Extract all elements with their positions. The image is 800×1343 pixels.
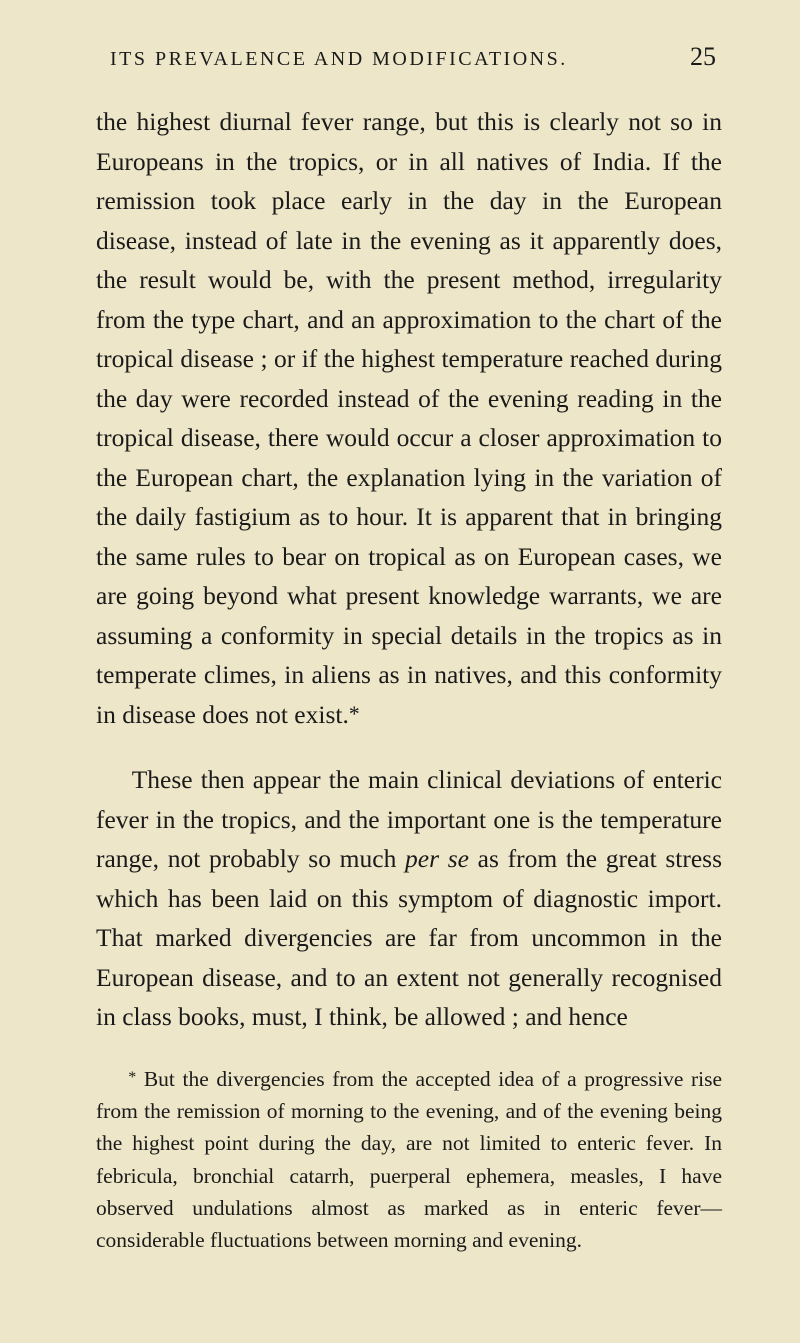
running-title: ITS PREVALENCE AND MODIFICATIONS. (110, 48, 568, 71)
footnote-text: But the divergencies from the accepted i… (96, 1067, 722, 1252)
paragraph-2: These then appear the main clinical devi… (96, 760, 722, 1037)
paragraph-2-italic: per se (405, 844, 469, 873)
book-page: ITS PREVALENCE AND MODIFICATIONS. 25 the… (0, 0, 800, 1343)
paragraph-1-text: the highest diurnal fever range, but thi… (96, 107, 722, 729)
footnote: * But the divergencies from the accepted… (96, 1063, 722, 1257)
page-number: 25 (690, 42, 716, 72)
body-text-block: the highest diurnal fever range, but thi… (96, 102, 722, 1037)
paragraph-1: the highest diurnal fever range, but thi… (96, 102, 722, 734)
paragraph-gap (96, 734, 722, 760)
page-header: ITS PREVALENCE AND MODIFICATIONS. 25 (96, 42, 722, 72)
footnote-ref-asterisk: * (349, 702, 360, 726)
